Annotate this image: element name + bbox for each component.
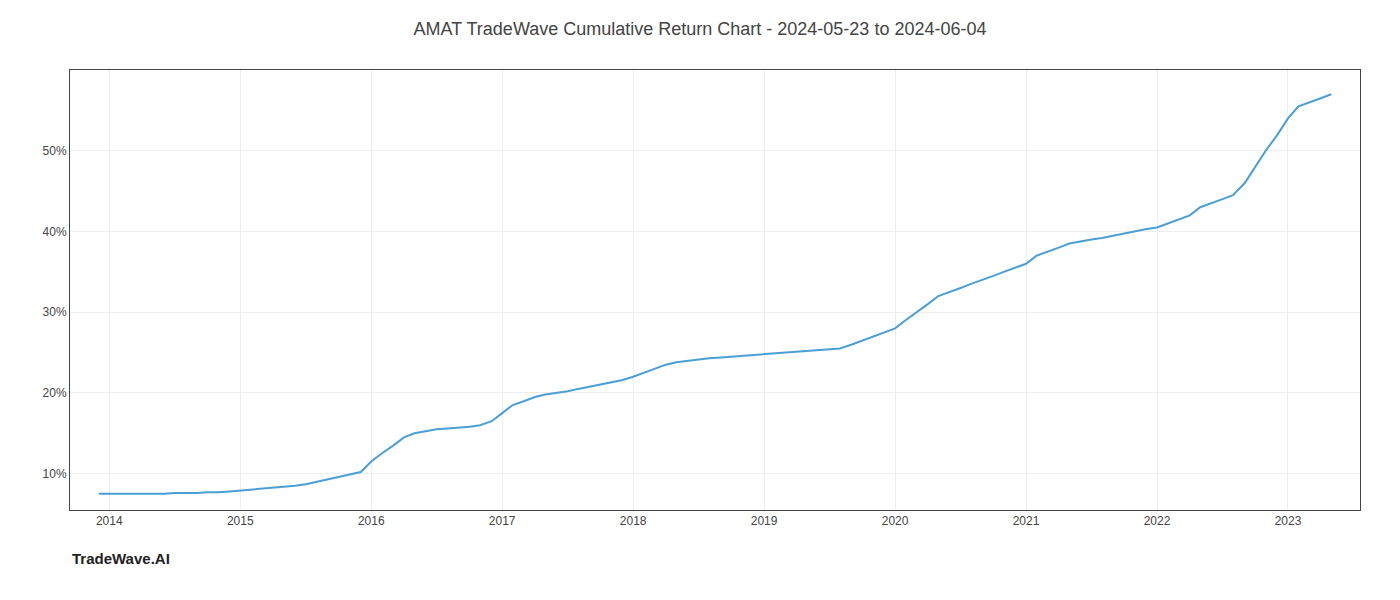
svg-text:2020: 2020 xyxy=(882,514,909,528)
svg-text:20%: 20% xyxy=(43,386,67,400)
svg-text:2019: 2019 xyxy=(751,514,778,528)
svg-text:40%: 40% xyxy=(43,225,67,239)
svg-text:10%: 10% xyxy=(43,467,67,481)
svg-text:30%: 30% xyxy=(43,305,67,319)
svg-text:2021: 2021 xyxy=(1013,514,1040,528)
svg-text:2017: 2017 xyxy=(489,514,516,528)
svg-text:2016: 2016 xyxy=(358,514,385,528)
svg-text:2015: 2015 xyxy=(227,514,254,528)
svg-text:2014: 2014 xyxy=(96,514,123,528)
svg-text:AMAT TradeWave Cumulative Retu: AMAT TradeWave Cumulative Return Chart -… xyxy=(414,19,987,39)
svg-text:50%: 50% xyxy=(43,144,67,158)
svg-text:2023: 2023 xyxy=(1275,514,1302,528)
svg-text:TradeWave.AI: TradeWave.AI xyxy=(72,550,170,567)
svg-text:2022: 2022 xyxy=(1144,514,1171,528)
svg-text:2018: 2018 xyxy=(620,514,647,528)
